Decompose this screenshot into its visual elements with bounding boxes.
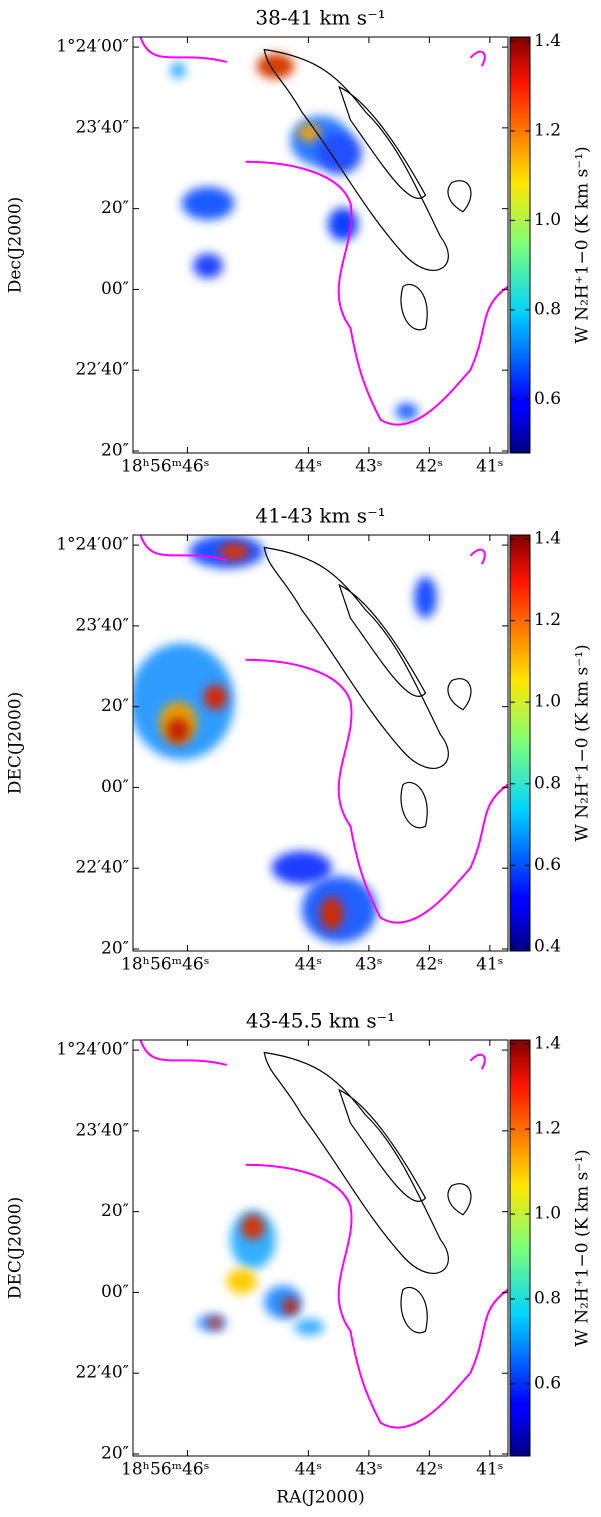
contour-black: [264, 49, 471, 329]
y-tick-label: 22′40″: [76, 858, 129, 878]
map-frame: [132, 534, 509, 952]
emission-blob: [328, 207, 358, 241]
panel-title: 38-41 km s⁻¹: [255, 6, 385, 30]
map: [141, 1040, 509, 1428]
y-tick-label: 00″: [101, 279, 129, 299]
colorbar-tick-label: 1.2: [534, 610, 561, 630]
colorbar-tick-label: 1.4: [534, 529, 561, 549]
colorbar: [509, 36, 531, 454]
y-tick-label: 22′40″: [76, 1363, 129, 1383]
map-frame: [132, 36, 509, 454]
x-tick-label: 42ˢ: [416, 955, 443, 975]
x-tick-label: 41ˢ: [476, 1460, 503, 1480]
colorbar-tick-label: 0.6: [534, 389, 561, 409]
y-tick-label: 20″: [101, 696, 129, 716]
colorbar-tick-label: 1.2: [534, 1119, 561, 1139]
y-tick-label: 00″: [101, 777, 129, 797]
y-tick-label: 23′40″: [76, 615, 129, 635]
panel-title: 43-45.5 km s⁻¹: [246, 1009, 395, 1033]
contour-magenta: [141, 1040, 509, 1428]
x-tick-label: 41ˢ: [476, 955, 503, 975]
x-tick-label: 43ˢ: [355, 457, 382, 477]
emission-blob: [395, 403, 418, 420]
contour-black: [264, 1052, 471, 1332]
x-tick-label: 18ʰ56ᵐ46ˢ: [121, 457, 209, 477]
y-tick-label: 00″: [101, 1282, 129, 1302]
colorbar-tick-label: 0.8: [534, 299, 561, 319]
emission-blob: [283, 1297, 298, 1315]
colorbar-tick-label: 1.2: [534, 120, 561, 140]
x-tick-label: 44ˢ: [295, 457, 322, 477]
x-tick-label: 18ʰ56ᵐ46ˢ: [121, 1460, 209, 1480]
emission-blob: [133, 643, 235, 760]
y-tick-label: 20″: [101, 198, 129, 218]
y-axis-label: Dec(J2000): [6, 197, 26, 294]
colorbar-tick-label: 0.6: [534, 1373, 561, 1393]
x-tick-label: 44ˢ: [295, 1460, 322, 1480]
colorbar-tick-label: 1.4: [534, 31, 561, 51]
x-tick-label: 41ˢ: [476, 457, 503, 477]
y-tick-label: 23′40″: [76, 1120, 129, 1140]
y-tick-label: 1°24′00″: [56, 1040, 129, 1060]
emission-blob: [271, 851, 332, 885]
panel-title: 41-43 km s⁻¹: [255, 504, 385, 528]
x-tick-label: 18ʰ56ᵐ46ˢ: [121, 955, 209, 975]
y-tick-label: 20″: [101, 938, 129, 958]
y-axis-label: DEC(J2000): [6, 692, 26, 794]
y-tick-label: 22′40″: [76, 360, 129, 380]
y-tick-label: 23′40″: [76, 117, 129, 137]
y-tick-label: 1°24′00″: [56, 535, 129, 555]
colorbar: [509, 1039, 531, 1457]
colorbar-tick-label: 1.4: [534, 1034, 561, 1054]
contour-black: [264, 547, 471, 827]
emission-blob: [298, 124, 321, 141]
colorbar-tick-label: 0.8: [534, 773, 561, 793]
emission-blob: [170, 61, 186, 79]
emission-blob: [181, 186, 235, 221]
colorbar-label: W N₂H⁺1−0 (K km s⁻¹): [573, 644, 593, 841]
emission-blob: [320, 896, 343, 931]
colorbar-label: W N₂H⁺1−0 (K km s⁻¹): [573, 146, 593, 343]
colorbar-tick-label: 0.8: [534, 1288, 561, 1308]
x-tick-label: 44ˢ: [295, 955, 322, 975]
emission-blob: [166, 718, 190, 744]
x-tick-label: 43ˢ: [355, 1460, 382, 1480]
map-frame: [132, 1039, 509, 1457]
colorbar-tick-label: 1.0: [534, 1204, 561, 1224]
colorbar-tick-label: 0.4: [534, 936, 561, 956]
emission-blob: [414, 576, 437, 619]
emission-blob: [256, 53, 295, 79]
emission-blob: [241, 1214, 265, 1240]
emission-blob: [193, 253, 223, 279]
x-tick-label: 43ˢ: [355, 955, 382, 975]
colorbar-tick-label: 1.0: [534, 210, 561, 230]
emission-blob: [230, 1210, 276, 1269]
contour-magenta: [141, 535, 509, 923]
y-axis-label: DEC(J2000): [6, 1197, 26, 1299]
x-axis-label: RA(J2000): [276, 1488, 364, 1508]
y-tick-label: 20″: [101, 1443, 129, 1463]
colorbar-tick-label: 1.0: [534, 692, 561, 712]
emission-blob: [294, 1318, 325, 1336]
y-tick-label: 20″: [101, 1201, 129, 1221]
emission-blob: [226, 1268, 257, 1294]
colorbar: [509, 534, 531, 952]
map: [141, 37, 509, 425]
emission-blob: [219, 543, 250, 560]
x-tick-label: 42ˢ: [416, 457, 443, 477]
contour-magenta: [141, 37, 509, 425]
emission-blob: [316, 132, 362, 175]
colorbar-label: W N₂H⁺1−0 (K km s⁻¹): [573, 1149, 593, 1346]
map: [133, 535, 509, 943]
emission-blob: [204, 684, 227, 710]
y-tick-label: 20″: [101, 440, 129, 460]
x-tick-label: 42ˢ: [416, 1460, 443, 1480]
y-tick-label: 1°24′00″: [56, 37, 129, 57]
colorbar-tick-label: 0.6: [534, 855, 561, 875]
emission-blob: [209, 1316, 222, 1330]
